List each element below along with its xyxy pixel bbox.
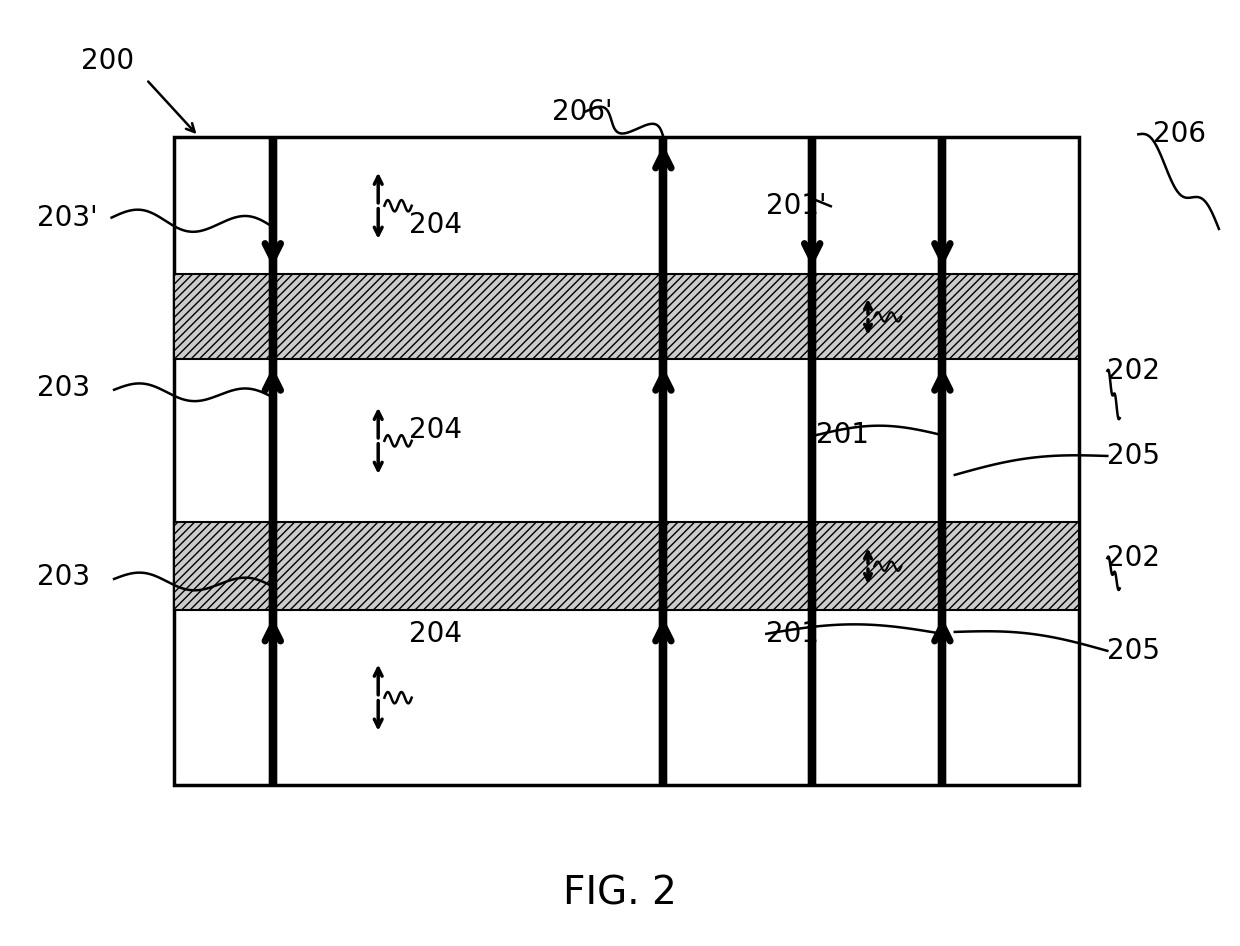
- Text: 204: 204: [409, 211, 463, 239]
- Text: 206': 206': [552, 97, 613, 126]
- Text: 205: 205: [1107, 442, 1161, 470]
- Text: 202: 202: [1107, 544, 1161, 572]
- Bar: [174, 522, 1079, 610]
- Text: 202: 202: [1107, 357, 1161, 385]
- Text: 206: 206: [1153, 120, 1207, 149]
- Bar: [174, 274, 1079, 359]
- Text: 204: 204: [409, 416, 463, 445]
- Bar: [174, 137, 1079, 785]
- Text: 204: 204: [409, 620, 463, 648]
- Text: 205: 205: [1107, 637, 1161, 665]
- Text: 200: 200: [81, 47, 134, 76]
- Text: 201: 201: [816, 421, 869, 449]
- Text: FIG. 2: FIG. 2: [563, 875, 677, 913]
- Text: 201: 201: [766, 620, 820, 648]
- Text: 201': 201': [766, 192, 827, 220]
- Text: 203': 203': [37, 203, 98, 232]
- Text: 203: 203: [37, 374, 91, 402]
- Text: 203: 203: [37, 563, 91, 591]
